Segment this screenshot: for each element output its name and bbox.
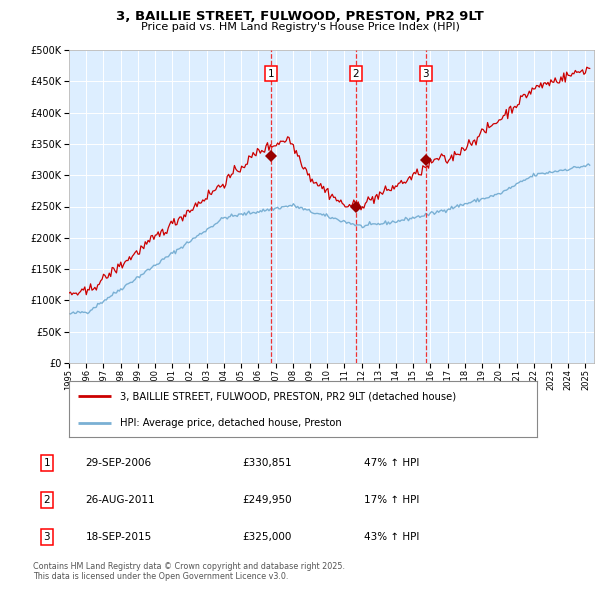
Text: 3, BAILLIE STREET, FULWOOD, PRESTON, PR2 9LT (detached house): 3, BAILLIE STREET, FULWOOD, PRESTON, PR2… bbox=[121, 391, 457, 401]
Text: Contains HM Land Registry data © Crown copyright and database right 2025.: Contains HM Land Registry data © Crown c… bbox=[33, 562, 345, 571]
Text: 43% ↑ HPI: 43% ↑ HPI bbox=[364, 532, 419, 542]
Text: 1: 1 bbox=[268, 68, 275, 78]
Text: 3: 3 bbox=[422, 68, 429, 78]
Text: 18-SEP-2015: 18-SEP-2015 bbox=[85, 532, 152, 542]
Text: 47% ↑ HPI: 47% ↑ HPI bbox=[364, 458, 419, 468]
Text: Price paid vs. HM Land Registry's House Price Index (HPI): Price paid vs. HM Land Registry's House … bbox=[140, 22, 460, 32]
Text: This data is licensed under the Open Government Licence v3.0.: This data is licensed under the Open Gov… bbox=[33, 572, 289, 581]
Text: HPI: Average price, detached house, Preston: HPI: Average price, detached house, Pres… bbox=[121, 418, 342, 428]
Text: 17% ↑ HPI: 17% ↑ HPI bbox=[364, 495, 419, 505]
Text: 3, BAILLIE STREET, FULWOOD, PRESTON, PR2 9LT: 3, BAILLIE STREET, FULWOOD, PRESTON, PR2… bbox=[116, 10, 484, 23]
Text: 3: 3 bbox=[43, 532, 50, 542]
Text: £325,000: £325,000 bbox=[243, 532, 292, 542]
Text: 29-SEP-2006: 29-SEP-2006 bbox=[85, 458, 152, 468]
Text: £330,851: £330,851 bbox=[243, 458, 292, 468]
Text: 26-AUG-2011: 26-AUG-2011 bbox=[85, 495, 155, 505]
Text: £249,950: £249,950 bbox=[243, 495, 292, 505]
Text: 2: 2 bbox=[43, 495, 50, 505]
Text: 1: 1 bbox=[43, 458, 50, 468]
Text: 2: 2 bbox=[352, 68, 359, 78]
